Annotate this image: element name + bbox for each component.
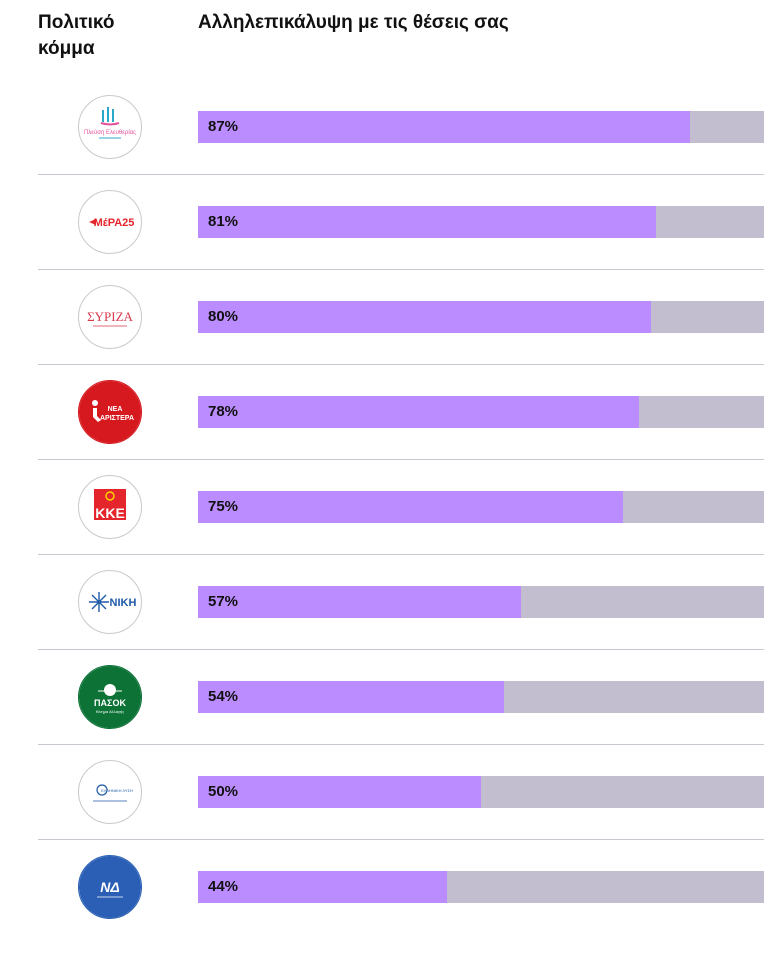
- data-label: 87%: [208, 118, 239, 135]
- row-divider: [38, 744, 764, 745]
- bar-track: 44%: [198, 871, 764, 903]
- bar-track: 75%: [198, 491, 764, 523]
- data-label: 80%: [208, 308, 239, 325]
- row-divider: [38, 839, 764, 840]
- row-divider: [38, 459, 764, 460]
- row-divider: [38, 269, 764, 270]
- kke-logo: ΚΚΕ: [78, 475, 142, 539]
- bar: [198, 681, 504, 713]
- bar: [198, 491, 623, 523]
- svg-text:ΕΛΛΗΝΙΚΗ ΛΥΣΗ: ΕΛΛΗΝΙΚΗ ΛΥΣΗ: [101, 788, 133, 793]
- bar: [198, 586, 521, 618]
- nea-aristera-logo: ΝΕΑ ΑΡΙΣΤΕΡΑ: [78, 380, 142, 444]
- chart-row: ΝΙΚΗ 57%: [0, 555, 779, 650]
- bar-track: 54%: [198, 681, 764, 713]
- svg-text:ΣΥΡΙΖΑ: ΣΥΡΙΖΑ: [87, 309, 133, 324]
- plefsi-logo: Πλεύση Ελευθερίας: [78, 95, 142, 159]
- chart-row: ΜέΡΑ25 81%: [0, 175, 779, 270]
- svg-text:ΑΡΙΣΤΕΡΑ: ΑΡΙΣΤΕΡΑ: [100, 415, 134, 422]
- row-divider: [38, 649, 764, 650]
- bar: [198, 111, 691, 143]
- row-divider: [38, 554, 764, 555]
- bar: [198, 301, 651, 333]
- chart-row: ΣΥΡΙΖΑ 80%: [0, 270, 779, 365]
- svg-text:Κίνημα Αλλαγής: Κίνημα Αλλαγής: [96, 709, 124, 714]
- svg-text:ΝΔ: ΝΔ: [100, 879, 120, 895]
- chart-row: ΝΔ 44%: [0, 840, 779, 935]
- chart-row: ΝΕΑ ΑΡΙΣΤΕΡΑ 78%: [0, 365, 779, 460]
- svg-text:ΝΙΚΗ: ΝΙΚΗ: [110, 597, 137, 609]
- pasok-logo: ΠΑΣΟΚ Κίνημα Αλλαγής: [78, 665, 142, 729]
- svg-text:Πλεύση Ελευθερίας: Πλεύση Ελευθερίας: [84, 130, 136, 136]
- syriza-logo: ΣΥΡΙΖΑ: [78, 285, 142, 349]
- party-column-header: Πολιτικό κόμμα: [38, 12, 115, 59]
- chart-row: Πλεύση Ελευθερίας 87%: [0, 80, 779, 175]
- data-label: 50%: [208, 783, 239, 800]
- elliniki-lysi-logo: ΕΛΛΗΝΙΚΗ ΛΥΣΗ: [78, 760, 142, 824]
- bar-track: 87%: [198, 111, 764, 143]
- svg-text:ΚΚΕ: ΚΚΕ: [95, 505, 125, 521]
- data-label: 54%: [208, 688, 239, 705]
- bar: [198, 396, 640, 428]
- svg-text:ΠΑΣΟΚ: ΠΑΣΟΚ: [94, 698, 126, 708]
- bar-track: 78%: [198, 396, 764, 428]
- data-label: 81%: [208, 213, 239, 230]
- data-label: 78%: [208, 403, 239, 420]
- party-overlap-chart: Πλεύση Ελευθερίας 87% ΜέΡΑ25 81% ΣΥΡΙΖΑ: [0, 80, 779, 935]
- data-label: 44%: [208, 878, 239, 895]
- bar-track: 81%: [198, 206, 764, 238]
- row-divider: [38, 174, 764, 175]
- chart-row: ΚΚΕ 75%: [0, 460, 779, 555]
- bar: [198, 776, 481, 808]
- table-header: Πολιτικό κόμμα Αλληλεπικάλυψη με τις θέσ…: [0, 10, 779, 70]
- data-label: 75%: [208, 498, 239, 515]
- svg-text:ΜέΡΑ25: ΜέΡΑ25: [94, 217, 135, 229]
- row-divider: [38, 364, 764, 365]
- bar-track: 57%: [198, 586, 764, 618]
- bar-track: 50%: [198, 776, 764, 808]
- overlap-column-header: Αλληλεπικάλυψη με τις θέσεις σας: [198, 12, 509, 33]
- svg-text:ΝΕΑ: ΝΕΑ: [108, 406, 123, 413]
- niki-logo: ΝΙΚΗ: [78, 570, 142, 634]
- data-label: 57%: [208, 593, 239, 610]
- bar: [198, 871, 448, 903]
- mera25-logo: ΜέΡΑ25: [78, 190, 142, 254]
- chart-row: ΕΛΛΗΝΙΚΗ ΛΥΣΗ 50%: [0, 745, 779, 840]
- nd-logo: ΝΔ: [78, 855, 142, 919]
- chart-row: ΠΑΣΟΚ Κίνημα Αλλαγής 54%: [0, 650, 779, 745]
- bar-track: 80%: [198, 301, 764, 333]
- bar: [198, 206, 657, 238]
